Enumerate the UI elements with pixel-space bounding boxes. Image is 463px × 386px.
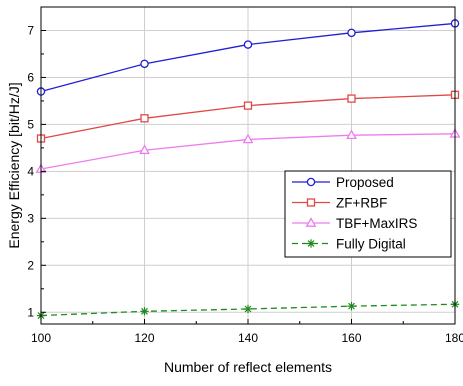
series-proposed: [36, 19, 460, 96]
legend-item-zf-rbf: ZF+RBF: [292, 196, 387, 211]
legend-marker: [306, 239, 316, 248]
data-point-fully-digital: [243, 304, 253, 314]
legend-label: Proposed: [336, 175, 394, 190]
data-point-tbf-maxirs: [139, 144, 150, 155]
data-point-tbf-maxirs: [242, 133, 254, 144]
data-point-zf-rbf: [347, 94, 356, 103]
grid-layer: [40, 7, 456, 324]
y-tick-label: 7: [27, 23, 34, 37]
legend-item-proposed: Proposed: [292, 175, 394, 190]
asterisk-stroke: [244, 305, 252, 313]
tick-layer: 100 120 140 160 180 1 2 3 4 5 6 7: [27, 23, 463, 345]
data-point-fully-digital: [347, 301, 356, 311]
series-tbf-maxirs: [35, 127, 461, 173]
y-axis-label: Energy Efficiency [bit/Hz/J]: [6, 82, 22, 248]
y-tick-label: 2: [27, 258, 34, 272]
y-tick-label: 6: [27, 70, 34, 84]
legend-label: TBF+MaxIRS: [336, 216, 417, 231]
data-point-zf-rbf: [243, 101, 253, 110]
x-tick-label: 140: [238, 331, 258, 345]
legend-label: Fully Digital: [336, 237, 406, 252]
legend-marker: [306, 198, 316, 207]
y-tick-label: 3: [27, 211, 34, 225]
series-layer: [35, 19, 461, 320]
x-tick-label: 120: [134, 331, 154, 345]
legend-marker: [305, 217, 317, 227]
asterisk-stroke: [348, 302, 355, 310]
x-axis-label: Number of reflect elements: [164, 359, 332, 375]
data-point-tbf-maxirs: [346, 129, 357, 140]
asterisk-stroke: [307, 240, 315, 247]
data-point-proposed: [347, 28, 356, 38]
data-point-zf-rbf: [140, 114, 149, 123]
data-point-proposed: [243, 40, 253, 49]
x-tick-label: 160: [341, 331, 361, 345]
x-tick-label: 180: [445, 331, 463, 345]
legend-label: ZF+RBF: [336, 196, 387, 211]
asterisk-stroke: [141, 307, 148, 315]
data-point-fully-digital: [140, 307, 149, 316]
legend-item-tbf-maxirs: TBF+MaxIRS: [292, 216, 417, 231]
y-tick-label: 1: [27, 305, 34, 319]
y-tick-label: 5: [27, 117, 34, 131]
legend-marker: [306, 177, 316, 187]
y-tick-label: 4: [27, 164, 34, 178]
legend-item-fully-digital: Fully Digital: [292, 237, 406, 252]
series-line-fully-digital: [40, 303, 456, 317]
legend: Proposed ZF+RBF TBF+MaxIRS Fully Digital: [284, 170, 452, 258]
data-point-proposed: [140, 59, 149, 69]
x-tick-label: 100: [31, 331, 51, 345]
